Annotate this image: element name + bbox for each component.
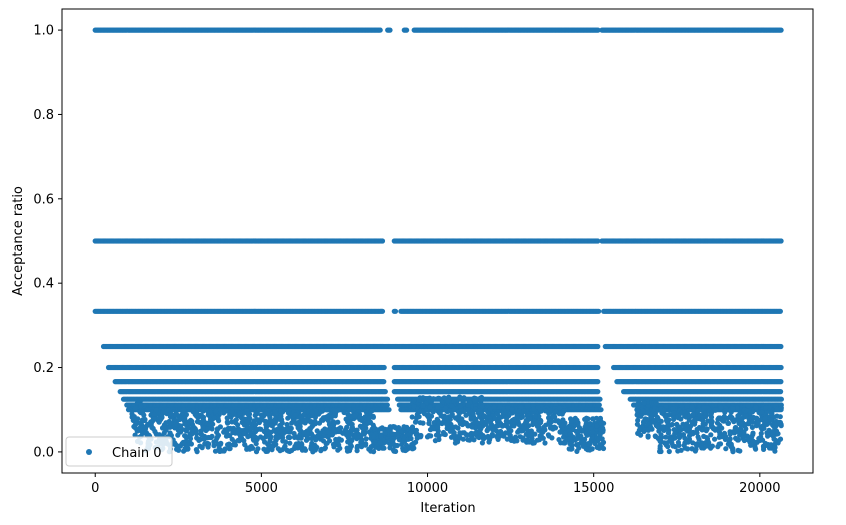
data-point xyxy=(379,308,386,314)
data-point xyxy=(778,364,784,371)
y-tick-label: 0.6 xyxy=(33,192,54,207)
data-point xyxy=(778,343,784,350)
y-tick-label: 0.0 xyxy=(33,445,54,460)
scatter-points xyxy=(92,27,785,455)
axis-ticks: 0 5000 10000 15000 20000 0.0 0.2 0.4 0.6 0.8 1.0 xyxy=(33,24,780,496)
data-point xyxy=(595,389,601,395)
x-tick-label: 5000 xyxy=(245,481,278,496)
data-point xyxy=(778,238,784,244)
data-point xyxy=(777,308,784,314)
y-tick-label: 1.0 xyxy=(33,24,54,39)
data-point xyxy=(404,27,410,33)
y-tick-label: 0.4 xyxy=(33,277,54,292)
data-point xyxy=(595,343,601,350)
data-point xyxy=(596,402,602,408)
x-tick-label: 20000 xyxy=(739,481,780,496)
data-point xyxy=(379,238,386,244)
data-point xyxy=(382,389,388,395)
data-point xyxy=(384,396,391,402)
data-point xyxy=(778,389,784,395)
data-point xyxy=(377,27,383,33)
data-point xyxy=(392,308,399,314)
data-point xyxy=(778,379,784,385)
data-point xyxy=(778,396,785,402)
x-tick-label: 15000 xyxy=(573,481,614,496)
y-tick-label: 0.8 xyxy=(33,108,54,123)
data-point xyxy=(595,364,601,371)
data-point xyxy=(384,402,390,408)
y-tick-label: 0.2 xyxy=(33,361,54,376)
x-tick-label: 0 xyxy=(91,481,99,496)
x-tick-label: 10000 xyxy=(407,481,448,496)
data-point xyxy=(381,364,387,371)
data-point xyxy=(778,27,784,33)
data-point xyxy=(597,396,603,402)
data-point xyxy=(595,27,601,33)
data-point xyxy=(595,379,601,385)
data-point xyxy=(596,308,602,314)
data-point xyxy=(381,379,387,385)
data-point xyxy=(387,27,393,33)
